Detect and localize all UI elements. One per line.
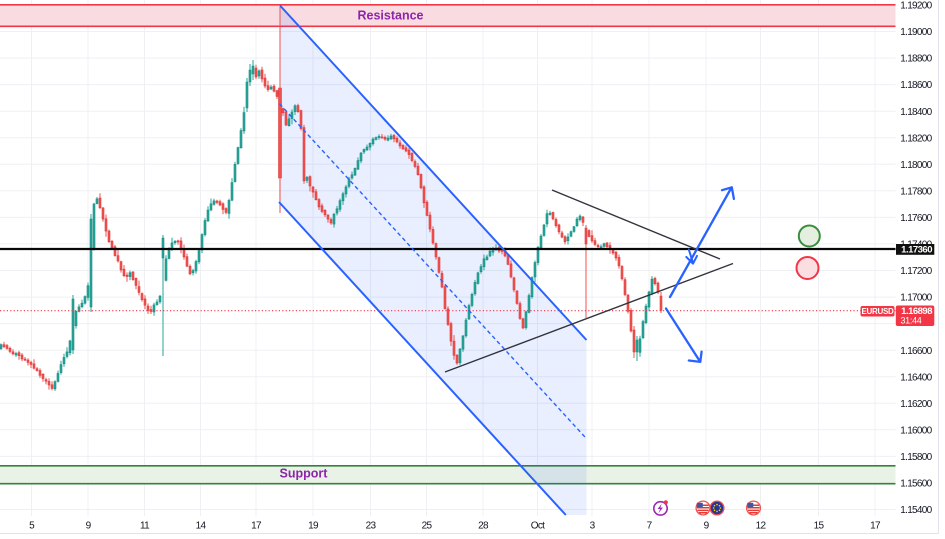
- svg-text:Resistance: Resistance: [357, 9, 423, 23]
- svg-text:1.17200: 1.17200: [900, 266, 932, 277]
- svg-text:1.17360: 1.17360: [901, 245, 932, 256]
- svg-text:9: 9: [704, 521, 710, 532]
- svg-text:1.19200: 1.19200: [900, 1, 932, 12]
- svg-text:25: 25: [422, 521, 433, 532]
- svg-text:1.16600: 1.16600: [900, 346, 932, 357]
- svg-text:1.19000: 1.19000: [900, 27, 932, 38]
- svg-text:1.18200: 1.18200: [900, 133, 932, 144]
- svg-text:31:44: 31:44: [900, 315, 921, 325]
- svg-text:1.15400: 1.15400: [900, 505, 932, 516]
- svg-text:1.18000: 1.18000: [900, 160, 932, 171]
- svg-text:17: 17: [870, 521, 881, 532]
- svg-text:5: 5: [29, 521, 35, 532]
- svg-text:23: 23: [366, 521, 377, 532]
- svg-text:1.15800: 1.15800: [900, 452, 932, 463]
- svg-text:1.18400: 1.18400: [900, 107, 932, 118]
- svg-text:12: 12: [756, 521, 767, 532]
- svg-text:3: 3: [590, 521, 596, 532]
- svg-text:1.17000: 1.17000: [900, 293, 932, 304]
- svg-text:28: 28: [478, 521, 489, 532]
- svg-text:19: 19: [308, 521, 319, 532]
- svg-text:Support: Support: [280, 467, 329, 481]
- svg-text:1.17600: 1.17600: [900, 213, 932, 224]
- svg-text:1.16000: 1.16000: [900, 425, 932, 436]
- svg-text:1.16200: 1.16200: [900, 399, 932, 410]
- svg-text:EURUSD: EURUSD: [862, 307, 895, 316]
- svg-text:1.16898: 1.16898: [901, 306, 932, 317]
- svg-text:17: 17: [251, 521, 262, 532]
- svg-text:Oct: Oct: [531, 521, 545, 532]
- svg-text:14: 14: [196, 521, 207, 532]
- svg-text:1.18600: 1.18600: [900, 80, 932, 91]
- svg-text:15: 15: [814, 521, 825, 532]
- svg-text:1.18800: 1.18800: [900, 54, 932, 65]
- svg-text:11: 11: [140, 521, 150, 532]
- svg-text:1.16400: 1.16400: [900, 372, 932, 383]
- svg-text:1.15600: 1.15600: [900, 479, 932, 490]
- svg-text:7: 7: [647, 521, 653, 532]
- svg-text:9: 9: [86, 521, 92, 532]
- svg-text:1.17800: 1.17800: [900, 186, 932, 197]
